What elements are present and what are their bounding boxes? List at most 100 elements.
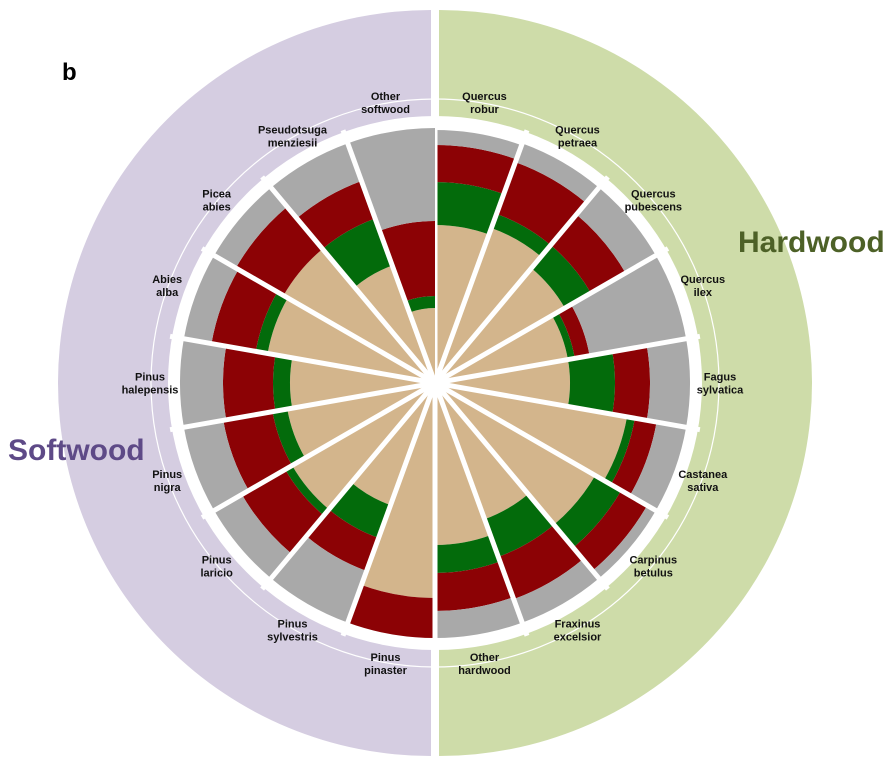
bar-segment: [550, 214, 626, 293]
bar-segment: [496, 162, 587, 246]
bar-segment: [267, 298, 435, 383]
bar-segment: [255, 292, 288, 354]
bar-segment: [435, 268, 565, 383]
category-label: Carpinus betulus: [629, 555, 677, 580]
bar-segment: [183, 420, 249, 511]
bar-segment: [531, 245, 591, 308]
category-label: Fagus sylvatica: [697, 372, 744, 397]
bar-segment: [435, 383, 628, 481]
bar-segment: [435, 535, 500, 573]
bar-segment: [271, 536, 367, 623]
category-label: Fraxinus excelsior: [554, 618, 602, 643]
bar-segment: [296, 180, 376, 249]
bar-segment: [629, 422, 687, 511]
bar-segment: [570, 255, 687, 356]
bar-segment: [435, 383, 596, 525]
category-label: Other softwood: [361, 91, 410, 116]
panel-label: b: [62, 59, 77, 86]
bar-segment: [292, 383, 435, 510]
bar-segment: [285, 465, 329, 516]
category-label: Pinus halepensis: [122, 372, 179, 397]
bar-segment: [272, 354, 293, 412]
wedge-separator: [260, 381, 437, 591]
category-label: Pinus sylvestris: [267, 618, 318, 643]
category-label: Quercus petraea: [555, 125, 600, 150]
bar-segment: [551, 312, 575, 360]
bar-segment: [211, 269, 278, 352]
bar-segment: [484, 494, 554, 557]
bar-segment: [222, 346, 276, 420]
bar-segment: [322, 218, 393, 288]
bar-segment: [272, 409, 306, 466]
wedge-separator: [433, 380, 670, 520]
bar-segment: [405, 296, 435, 313]
category-label: Pinus laricio: [200, 555, 233, 580]
category-label: Castanea sativa: [678, 469, 728, 494]
bar-segment: [328, 482, 391, 539]
bar-segment: [306, 509, 379, 571]
category-label: Quercus ilex: [680, 274, 725, 299]
bar-segment: [347, 585, 435, 638]
bar-segment: [290, 357, 435, 409]
outer-ring: [150, 98, 720, 668]
category-label: Pinus nigra: [152, 469, 182, 494]
bar-segment: [513, 559, 599, 623]
bar-segment: [498, 524, 583, 600]
bar-segment: [351, 383, 435, 506]
bar-segment: [435, 145, 517, 195]
wedge-separator: [260, 175, 437, 385]
bar-segment: [576, 187, 656, 273]
bar-segment: [567, 351, 615, 415]
category-label: Picea abies: [202, 188, 232, 213]
bar-segment: [283, 248, 435, 383]
bar-segment: [354, 265, 435, 383]
bar-segment: [435, 227, 542, 383]
category-label: Pinus pinaster: [364, 652, 408, 677]
bar-segment: [435, 561, 513, 611]
category-label: Abies alba: [152, 274, 182, 299]
bar-segment: [592, 505, 656, 579]
category-label: Other hardwood: [458, 652, 511, 677]
wedge-separator: [340, 382, 438, 637]
bar-segment: [235, 206, 323, 296]
wedge-separator: [200, 380, 437, 520]
bar-segment: [553, 475, 622, 548]
bar-segment: [183, 255, 239, 344]
wedge-separator: [434, 333, 701, 386]
bar-segment: [223, 411, 293, 491]
bar-segment: [612, 345, 650, 421]
bar-segment: [646, 338, 690, 428]
category-label: Quercus robur: [462, 91, 507, 116]
bar-segment: [435, 359, 570, 407]
wedge-separator: [169, 380, 436, 433]
bar-segment: [214, 187, 288, 268]
bar-segment: [435, 597, 523, 638]
category-label: Pseudotsuga menziesii: [258, 125, 328, 150]
bar-segment: [603, 416, 635, 485]
bar-segment: [573, 490, 648, 571]
bar-segment: [435, 383, 529, 520]
wedge-separator: [432, 129, 530, 384]
wedge-separator: [169, 333, 436, 386]
wedge-separator: [200, 246, 437, 386]
wedge-separator: [433, 175, 610, 385]
bar-segment: [515, 143, 599, 203]
wedge-separator: [433, 246, 670, 386]
group-label: Hardwood: [738, 226, 885, 259]
bar-segment: [214, 494, 292, 579]
wedge-separator: [432, 382, 530, 637]
bar-segment: [271, 143, 362, 219]
bar-segment: [557, 304, 590, 359]
bar-segment: [435, 182, 504, 235]
bar-segment: [347, 128, 435, 231]
bar-segment: [435, 130, 522, 160]
wedge-separator: [340, 129, 438, 384]
wedge-separator: [434, 380, 701, 433]
bar-segment: [180, 338, 227, 428]
bar-segment: [379, 221, 435, 302]
group-label: Softwood: [8, 434, 145, 467]
category-label: Quercus pubescens: [625, 188, 682, 213]
bar-segment: [610, 418, 657, 496]
